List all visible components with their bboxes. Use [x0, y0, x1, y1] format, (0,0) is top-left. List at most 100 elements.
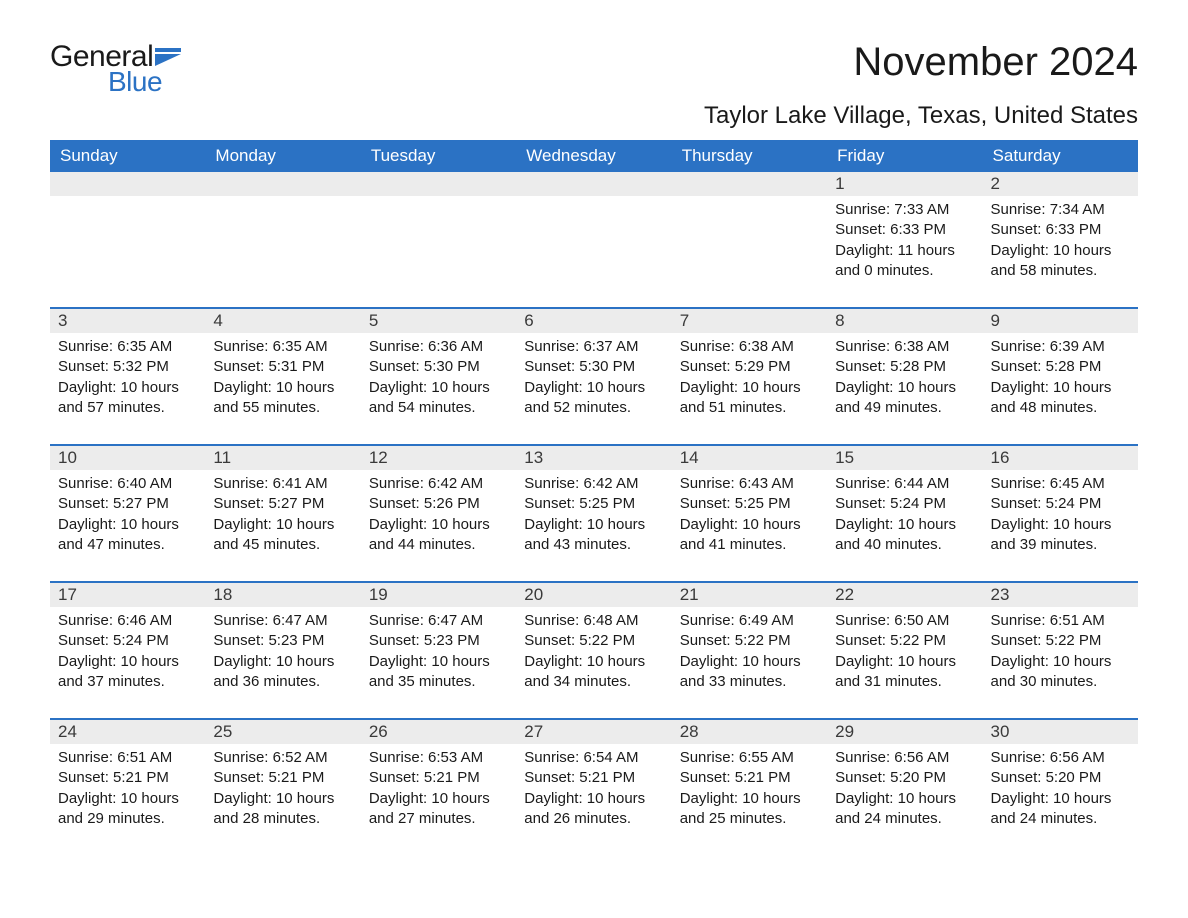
- calendar-cell: 14Sunrise: 6:43 AMSunset: 5:25 PMDayligh…: [672, 446, 827, 561]
- calendar-cell: [205, 172, 360, 287]
- calendar-cell: 4Sunrise: 6:35 AMSunset: 5:31 PMDaylight…: [205, 309, 360, 424]
- page-header: General Blue November 2024: [50, 40, 1138, 98]
- daylight-line2: and 45 minutes.: [213, 535, 352, 555]
- sunset-text: Sunset: 5:22 PM: [680, 631, 819, 651]
- day-number: 9: [983, 309, 1138, 333]
- logo-text-blue: Blue: [108, 66, 162, 98]
- calendar-cell: 7Sunrise: 6:38 AMSunset: 5:29 PMDaylight…: [672, 309, 827, 424]
- daylight-line1: Daylight: 10 hours: [369, 652, 508, 672]
- daylight-line2: and 51 minutes.: [680, 398, 819, 418]
- calendar-cell: 9Sunrise: 6:39 AMSunset: 5:28 PMDaylight…: [983, 309, 1138, 424]
- day-number: 10: [50, 446, 205, 470]
- calendar-body: 1Sunrise: 7:33 AMSunset: 6:33 PMDaylight…: [50, 172, 1138, 835]
- day-number: 1: [827, 172, 982, 196]
- sunset-text: Sunset: 5:21 PM: [524, 768, 663, 788]
- sunrise-text: Sunrise: 6:47 AM: [369, 611, 508, 631]
- location-subtitle: Taylor Lake Village, Texas, United State…: [50, 102, 1138, 130]
- sunset-text: Sunset: 5:28 PM: [991, 357, 1130, 377]
- daylight-line1: Daylight: 10 hours: [58, 789, 197, 809]
- day-number: 23: [983, 583, 1138, 607]
- sunset-text: Sunset: 5:25 PM: [680, 494, 819, 514]
- sunset-text: Sunset: 5:20 PM: [835, 768, 974, 788]
- day-details: Sunrise: 6:38 AMSunset: 5:28 PMDaylight:…: [827, 333, 982, 424]
- daylight-line1: Daylight: 10 hours: [58, 378, 197, 398]
- sunset-text: Sunset: 5:30 PM: [524, 357, 663, 377]
- daylight-line1: Daylight: 10 hours: [835, 378, 974, 398]
- sunrise-text: Sunrise: 6:49 AM: [680, 611, 819, 631]
- sunset-text: Sunset: 5:27 PM: [58, 494, 197, 514]
- day-details: Sunrise: 6:56 AMSunset: 5:20 PMDaylight:…: [983, 744, 1138, 835]
- day-details: Sunrise: 6:43 AMSunset: 5:25 PMDaylight:…: [672, 470, 827, 561]
- dow-saturday: Saturday: [983, 140, 1138, 172]
- daylight-line1: Daylight: 10 hours: [991, 789, 1130, 809]
- calendar-cell: 17Sunrise: 6:46 AMSunset: 5:24 PMDayligh…: [50, 583, 205, 698]
- sunrise-text: Sunrise: 6:52 AM: [213, 748, 352, 768]
- day-details: Sunrise: 6:42 AMSunset: 5:26 PMDaylight:…: [361, 470, 516, 561]
- dow-sunday: Sunday: [50, 140, 205, 172]
- day-number: 19: [361, 583, 516, 607]
- daylight-line2: and 30 minutes.: [991, 672, 1130, 692]
- sunrise-text: Sunrise: 6:48 AM: [524, 611, 663, 631]
- daylight-line1: Daylight: 10 hours: [835, 652, 974, 672]
- day-number: [50, 172, 205, 196]
- day-details: Sunrise: 6:41 AMSunset: 5:27 PMDaylight:…: [205, 470, 360, 561]
- sunrise-text: Sunrise: 6:40 AM: [58, 474, 197, 494]
- day-number: 6: [516, 309, 671, 333]
- day-details: Sunrise: 6:40 AMSunset: 5:27 PMDaylight:…: [50, 470, 205, 561]
- day-details: Sunrise: 6:50 AMSunset: 5:22 PMDaylight:…: [827, 607, 982, 698]
- daylight-line1: Daylight: 10 hours: [835, 789, 974, 809]
- sunset-text: Sunset: 5:27 PM: [213, 494, 352, 514]
- daylight-line1: Daylight: 10 hours: [991, 515, 1130, 535]
- dow-tuesday: Tuesday: [361, 140, 516, 172]
- daylight-line2: and 48 minutes.: [991, 398, 1130, 418]
- sunset-text: Sunset: 5:29 PM: [680, 357, 819, 377]
- calendar-week: 17Sunrise: 6:46 AMSunset: 5:24 PMDayligh…: [50, 581, 1138, 698]
- sunrise-text: Sunrise: 6:37 AM: [524, 337, 663, 357]
- day-details: Sunrise: 6:45 AMSunset: 5:24 PMDaylight:…: [983, 470, 1138, 561]
- day-details: Sunrise: 6:36 AMSunset: 5:30 PMDaylight:…: [361, 333, 516, 424]
- calendar-cell: 12Sunrise: 6:42 AMSunset: 5:26 PMDayligh…: [361, 446, 516, 561]
- sunrise-text: Sunrise: 6:56 AM: [991, 748, 1130, 768]
- sunrise-text: Sunrise: 6:55 AM: [680, 748, 819, 768]
- calendar-cell: 30Sunrise: 6:56 AMSunset: 5:20 PMDayligh…: [983, 720, 1138, 835]
- calendar-cell: 25Sunrise: 6:52 AMSunset: 5:21 PMDayligh…: [205, 720, 360, 835]
- daylight-line2: and 27 minutes.: [369, 809, 508, 829]
- calendar-cell: 13Sunrise: 6:42 AMSunset: 5:25 PMDayligh…: [516, 446, 671, 561]
- calendar-cell: 19Sunrise: 6:47 AMSunset: 5:23 PMDayligh…: [361, 583, 516, 698]
- day-number: 7: [672, 309, 827, 333]
- sunrise-text: Sunrise: 6:38 AM: [835, 337, 974, 357]
- day-details: Sunrise: 6:48 AMSunset: 5:22 PMDaylight:…: [516, 607, 671, 698]
- calendar-cell: 2Sunrise: 7:34 AMSunset: 6:33 PMDaylight…: [983, 172, 1138, 287]
- daylight-line2: and 31 minutes.: [835, 672, 974, 692]
- calendar-cell: [361, 172, 516, 287]
- daylight-line2: and 37 minutes.: [58, 672, 197, 692]
- day-details: Sunrise: 7:34 AMSunset: 6:33 PMDaylight:…: [983, 196, 1138, 287]
- day-details: Sunrise: 6:39 AMSunset: 5:28 PMDaylight:…: [983, 333, 1138, 424]
- calendar-cell: 27Sunrise: 6:54 AMSunset: 5:21 PMDayligh…: [516, 720, 671, 835]
- daylight-line1: Daylight: 10 hours: [213, 789, 352, 809]
- daylight-line1: Daylight: 10 hours: [680, 652, 819, 672]
- sunrise-text: Sunrise: 6:36 AM: [369, 337, 508, 357]
- day-number: 3: [50, 309, 205, 333]
- sunset-text: Sunset: 5:22 PM: [991, 631, 1130, 651]
- dow-monday: Monday: [205, 140, 360, 172]
- calendar-cell: 6Sunrise: 6:37 AMSunset: 5:30 PMDaylight…: [516, 309, 671, 424]
- day-number: 17: [50, 583, 205, 607]
- daylight-line2: and 35 minutes.: [369, 672, 508, 692]
- day-number: 18: [205, 583, 360, 607]
- daylight-line2: and 41 minutes.: [680, 535, 819, 555]
- calendar-cell: 5Sunrise: 6:36 AMSunset: 5:30 PMDaylight…: [361, 309, 516, 424]
- day-details: Sunrise: 6:54 AMSunset: 5:21 PMDaylight:…: [516, 744, 671, 835]
- day-number: 21: [672, 583, 827, 607]
- calendar-cell: [672, 172, 827, 287]
- sunset-text: Sunset: 5:24 PM: [835, 494, 974, 514]
- day-number: 2: [983, 172, 1138, 196]
- sunset-text: Sunset: 5:22 PM: [524, 631, 663, 651]
- calendar-cell: 24Sunrise: 6:51 AMSunset: 5:21 PMDayligh…: [50, 720, 205, 835]
- daylight-line1: Daylight: 10 hours: [680, 515, 819, 535]
- day-details: Sunrise: 6:42 AMSunset: 5:25 PMDaylight:…: [516, 470, 671, 561]
- calendar-cell: 23Sunrise: 6:51 AMSunset: 5:22 PMDayligh…: [983, 583, 1138, 698]
- sunrise-text: Sunrise: 6:41 AM: [213, 474, 352, 494]
- daylight-line2: and 26 minutes.: [524, 809, 663, 829]
- daylight-line1: Daylight: 10 hours: [213, 378, 352, 398]
